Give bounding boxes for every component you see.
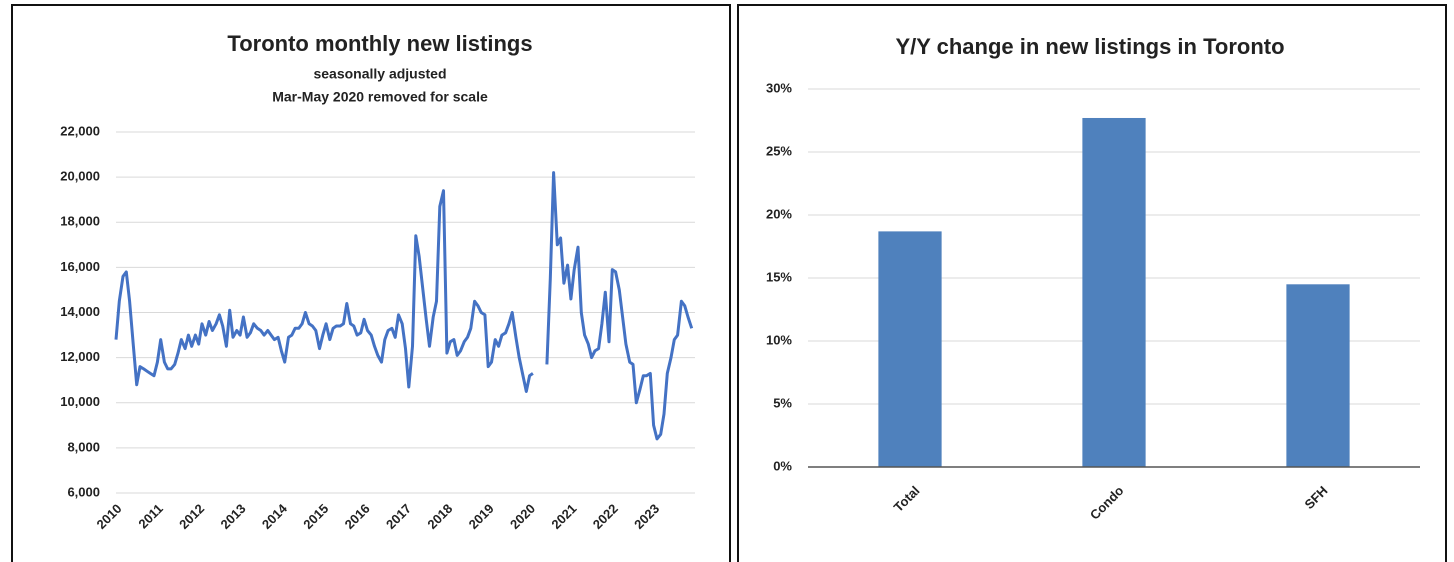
y-tick-label: 14,000	[60, 304, 100, 319]
y-tick-label: 20,000	[60, 169, 100, 184]
x-tick-label: 2016	[342, 501, 373, 532]
bar	[878, 231, 942, 467]
y-tick-label: 20%	[766, 206, 792, 221]
x-tick-label: 2018	[424, 501, 455, 532]
chart-title: Toronto monthly new listings	[227, 31, 532, 56]
y-tick-label: 0%	[773, 458, 792, 473]
x-tick-label: 2022	[590, 501, 621, 532]
y-tick-label: 5%	[773, 395, 792, 410]
x-tick-label: 2020	[507, 501, 538, 532]
y-tick-label: 16,000	[60, 259, 100, 274]
x-tick-label: 2010	[93, 501, 124, 532]
y-tick-label: 18,000	[60, 214, 100, 229]
x-tick-label: Total	[891, 483, 923, 515]
x-tick-label: SFH	[1302, 483, 1331, 512]
left-panel	[11, 4, 731, 562]
y-tick-label: 10,000	[60, 394, 100, 409]
x-tick-label: 2023	[631, 501, 662, 532]
y-tick-label: 10%	[766, 332, 792, 347]
x-tick-label: 2017	[383, 501, 414, 532]
chart-title: Y/Y change in new listings in Toronto	[895, 34, 1284, 59]
y-tick-label: 12,000	[60, 349, 100, 364]
y-tick-label: 8,000	[67, 439, 100, 454]
x-tick-label: 2011	[135, 501, 166, 532]
y-tick-label: 25%	[766, 143, 792, 158]
x-tick-label: 2021	[548, 501, 579, 532]
line-series	[114, 171, 694, 441]
y-tick-label: 15%	[766, 269, 792, 284]
x-tick-label: 2012	[176, 501, 207, 532]
y-tick-label: 22,000	[60, 123, 100, 138]
chart-subtitle: seasonally adjusted	[313, 66, 446, 82]
x-tick-label: 2013	[218, 501, 249, 532]
bar	[1082, 117, 1146, 467]
x-tick-label: 2015	[300, 501, 331, 532]
chart-subtitle: Mar-May 2020 removed for scale	[272, 89, 488, 105]
y-tick-label: 6,000	[67, 484, 100, 499]
bar	[1286, 284, 1350, 467]
x-tick-label: 2019	[466, 501, 497, 532]
x-tick-label: Condo	[1087, 483, 1127, 523]
x-tick-label: 2014	[259, 500, 291, 532]
right-panel	[737, 4, 1447, 562]
y-tick-label: 30%	[766, 80, 792, 95]
